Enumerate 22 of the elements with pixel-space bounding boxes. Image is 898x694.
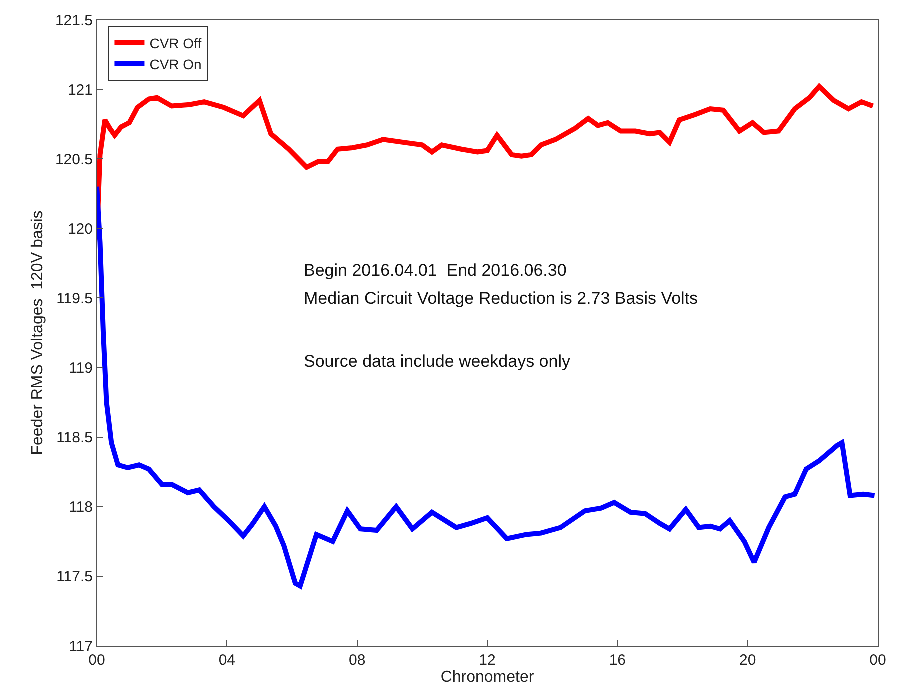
x-axis-title: Chronometer bbox=[440, 669, 535, 686]
y-tick-label: 120 bbox=[68, 220, 93, 238]
annotation: Median Circuit Voltage Reduction is 2.73 Basis Volts bbox=[304, 289, 698, 308]
y-tick-label: 119 bbox=[69, 360, 93, 378]
x-tick-label: 20 bbox=[739, 652, 756, 669]
y-tick-label: 118 bbox=[69, 499, 93, 516]
x-tick-label: 00 bbox=[870, 652, 886, 669]
annotation: Begin 2016.04.01 End 2016.06.30 bbox=[304, 261, 567, 280]
x-tick-label: 12 bbox=[479, 652, 496, 669]
x-tick-label: 08 bbox=[348, 652, 366, 669]
y-tick-label: 118.5 bbox=[56, 430, 93, 447]
x-tick-label: 16 bbox=[609, 652, 626, 669]
legend-label: CVR Off bbox=[150, 35, 202, 52]
legend-label: CVR On bbox=[150, 56, 202, 73]
y-axis-title: Feeder RMS Voltages 120V basis bbox=[29, 210, 46, 456]
y-tick-label: 121.5 bbox=[55, 12, 93, 30]
y-tick-label: 119.5 bbox=[56, 290, 93, 308]
y-tick-label: 121 bbox=[68, 82, 93, 99]
x-tick-label: 04 bbox=[218, 652, 236, 669]
annotation: Source data include weekdays only bbox=[304, 352, 571, 371]
y-tick-label: 120.5 bbox=[55, 151, 93, 168]
y-tick-label: 117.5 bbox=[56, 568, 93, 586]
